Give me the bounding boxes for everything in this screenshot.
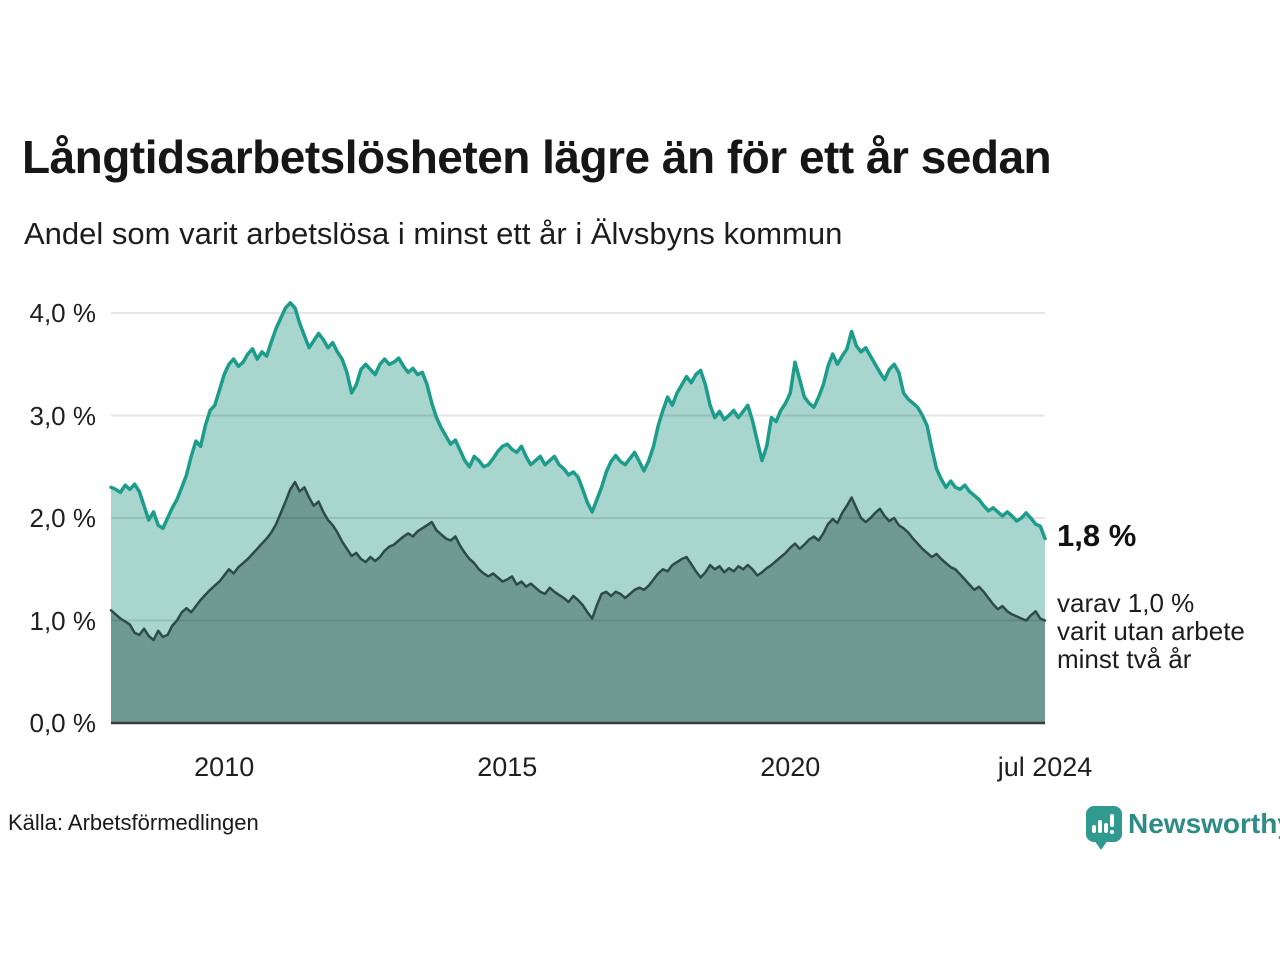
logo-bar-1 [1092, 825, 1096, 833]
y-tick-label: 4,0 % [29, 298, 97, 328]
logo-speech-tail [1094, 840, 1108, 850]
x-tick-label: jul 2024 [997, 752, 1093, 782]
x-tick-label: 2015 [477, 752, 538, 782]
sub-annotation-line: varav 1,0 % [1057, 588, 1195, 618]
x-tick-label: 2010 [194, 752, 255, 782]
series-line-total [109, 301, 1047, 541]
series-line-two-years [109, 480, 1047, 642]
page-subtitle: Andel som varit arbetslösa i minst ett å… [24, 216, 843, 251]
source-note: Källa: Arbetsförmedlingen [8, 810, 259, 835]
y-tick-label: 2,0 % [29, 503, 97, 533]
sub-annotation-line: varit utan arbete [1057, 616, 1245, 646]
logo-exclamation-dot [1110, 830, 1114, 834]
latest-value-label: 1,8 % [1057, 518, 1137, 553]
logo-text: Newsworthy [1128, 808, 1280, 839]
sub-annotation-line: minst två år [1057, 644, 1192, 674]
sub-series-annotation: varav 1,0 % varit utan arbete minst två år [1057, 589, 1245, 673]
logo-bar-2 [1098, 820, 1102, 833]
newsworthy-logo: Newsworthy [1086, 805, 1280, 855]
page-title: Långtidsarbetslösheten lägre än för ett … [22, 131, 1052, 183]
y-tick-label: 1,0 % [29, 605, 97, 636]
x-tick-label: 2020 [760, 752, 821, 782]
y-tick-label: 3,0 % [29, 400, 97, 431]
logo-exclamation-bar [1110, 814, 1114, 827]
logo-bar-3 [1104, 823, 1108, 833]
bar-chart-speech-bubble-icon [1086, 806, 1122, 842]
y-tick-label: 0,0 % [29, 708, 97, 738]
series-area-two-years [111, 482, 1045, 723]
